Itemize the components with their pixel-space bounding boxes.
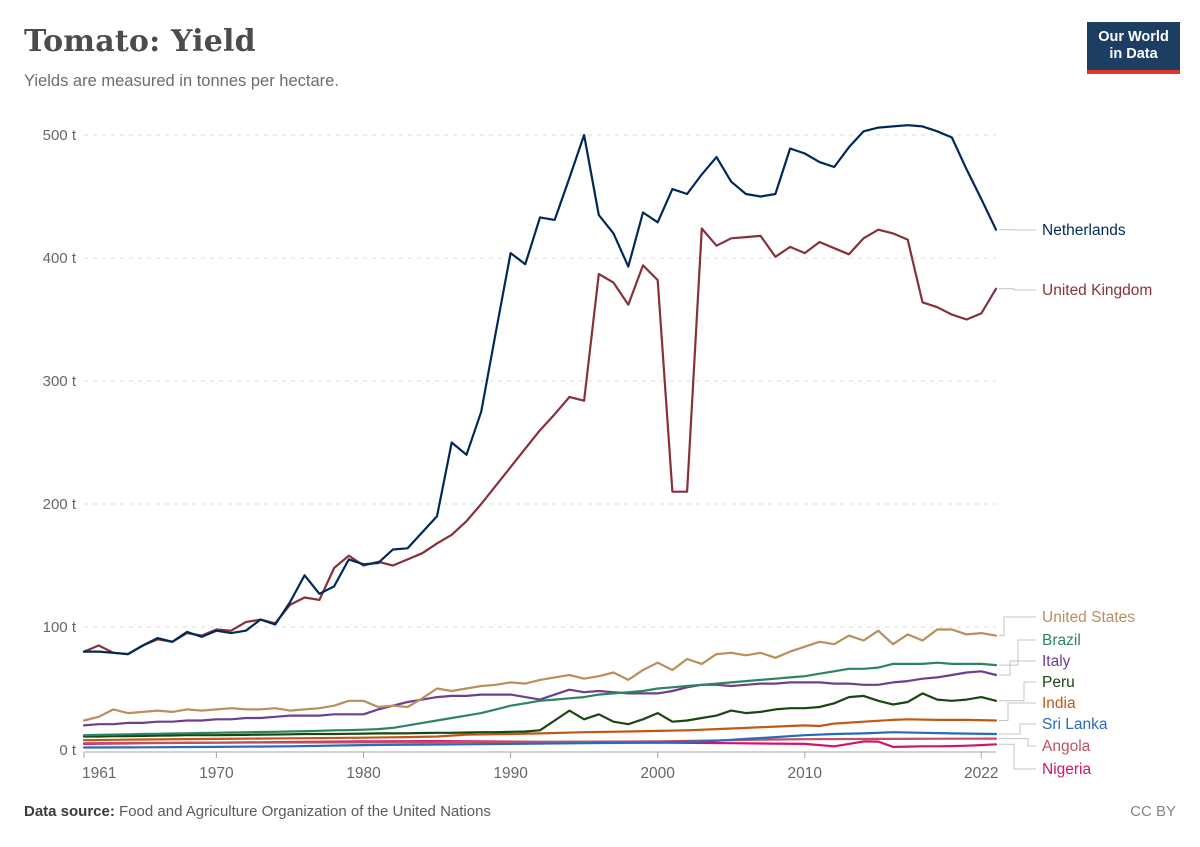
line-italy[interactable] — [82, 670, 998, 727]
legend-connector — [999, 660, 1036, 676]
line-sri-lanka[interactable] — [82, 731, 998, 749]
footer-source-text: Food and Agriculture Organization of the… — [114, 803, 491, 820]
owid-logo-line1: Our World — [1098, 29, 1169, 45]
legend-label-netherlands[interactable]: Netherlands — [1042, 222, 1126, 239]
legend-label-india[interactable]: India — [1042, 695, 1076, 712]
x-tick-label: 1970 — [199, 765, 234, 782]
x-tick-label: 1980 — [346, 765, 381, 782]
x-tick-label: 1961 — [82, 765, 116, 782]
page-subtitle: Yields are measured in tonnes per hectar… — [24, 72, 339, 90]
line-peru[interactable] — [82, 692, 998, 738]
line-united-states[interactable] — [82, 628, 998, 722]
legend-connector — [999, 702, 1036, 721]
legend-label-nigeria[interactable]: Nigeria — [1042, 761, 1091, 778]
x-tick-label: 2000 — [640, 765, 675, 782]
line-united-kingdom[interactable] — [82, 227, 998, 656]
y-tick-label: 200 t — [43, 496, 77, 513]
y-tick-label: 400 t — [43, 250, 77, 267]
x-tick-label: 2010 — [788, 765, 823, 782]
y-tick-label: 100 t — [43, 619, 77, 636]
chart-footer: Data source: Food and Agriculture Organi… — [24, 803, 1176, 820]
legend-connector — [999, 743, 1036, 770]
footer-source: Data source: Food and Agriculture Organi… — [24, 803, 491, 820]
legend-label-sri-lanka[interactable]: Sri Lanka — [1042, 716, 1108, 733]
legend-label-peru[interactable]: Peru — [1042, 674, 1075, 691]
legend-label-italy[interactable]: Italy — [1042, 653, 1071, 670]
page-title: Tomato: Yield — [24, 24, 256, 59]
owid-logo-line2: in Data — [1109, 46, 1158, 62]
line-netherlands[interactable] — [82, 124, 998, 656]
footer-license[interactable]: CC BY — [1130, 803, 1176, 820]
legend-connector — [999, 639, 1036, 666]
x-tick-label: 2022 — [964, 765, 998, 782]
line-brazil[interactable] — [82, 661, 998, 737]
legend-connector — [999, 738, 1036, 747]
y-tick-label: 0 t — [59, 742, 77, 759]
footer-source-label: Data source: — [24, 803, 115, 820]
legend-label-brazil[interactable]: Brazil — [1042, 632, 1081, 649]
owid-logo[interactable]: Our World in Data — [1087, 22, 1180, 74]
legend-label-united-states[interactable]: United States — [1042, 609, 1135, 626]
y-tick-label: 500 t — [43, 127, 77, 144]
legend-label-united-kingdom[interactable]: United Kingdom — [1042, 282, 1152, 299]
legend-connector — [999, 616, 1036, 637]
legend-connector — [999, 723, 1036, 735]
legend-connector — [999, 681, 1036, 702]
legend-connector — [999, 288, 1036, 291]
legend-label-angola[interactable]: Angola — [1042, 738, 1091, 755]
x-tick-label: 1990 — [493, 765, 528, 782]
line-india[interactable] — [82, 718, 998, 742]
y-tick-label: 300 t — [43, 373, 77, 390]
